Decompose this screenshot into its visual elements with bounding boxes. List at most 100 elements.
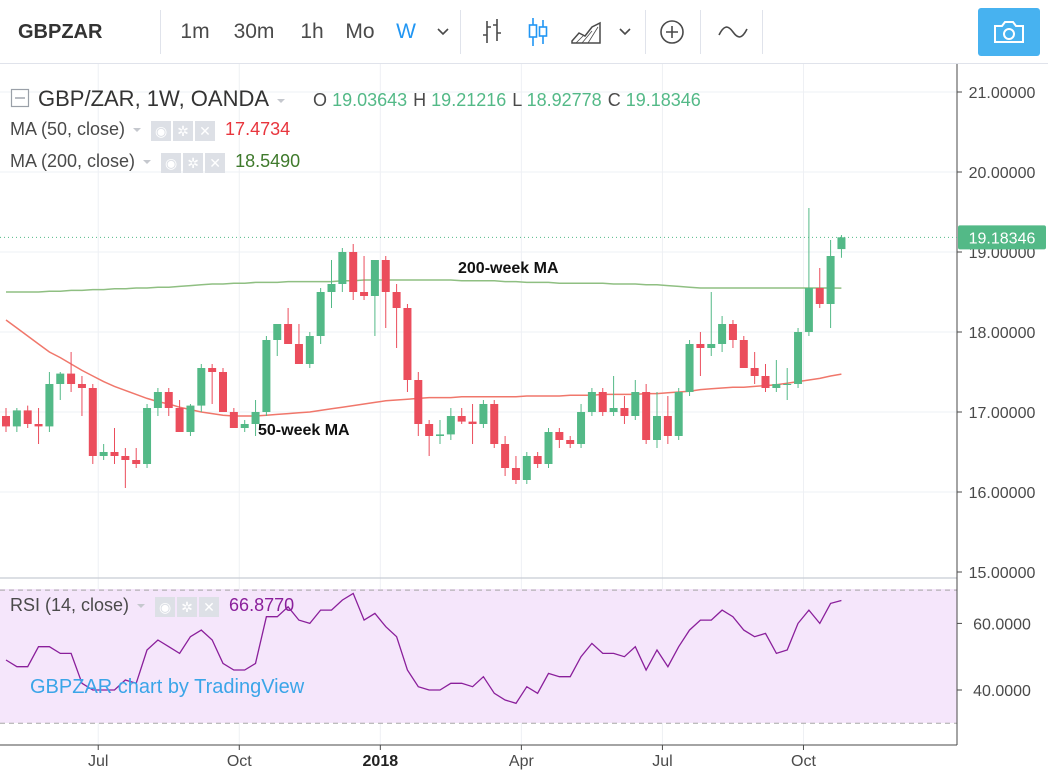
area-style-button[interactable] bbox=[564, 0, 608, 64]
rsi-label[interactable]: RSI (14, close) bbox=[10, 595, 130, 615]
candle bbox=[804, 208, 813, 336]
gear-icon[interactable]: ✲ bbox=[177, 596, 198, 617]
eye-icon[interactable]: ◉ bbox=[155, 596, 176, 617]
candle bbox=[219, 368, 227, 412]
candle bbox=[392, 284, 401, 348]
price-tick-label: 17.00000 bbox=[969, 405, 1036, 422]
candle-body bbox=[197, 368, 206, 406]
candle bbox=[663, 396, 672, 444]
candle-body bbox=[99, 452, 108, 456]
main-legend: GBP/ZAR, 1W, OANDA O 19.03643 H 19.21216 L … bbox=[10, 86, 707, 112]
add-indicator-button[interactable] bbox=[652, 0, 692, 64]
candle-body bbox=[761, 376, 770, 388]
gear-icon[interactable]: ✲ bbox=[173, 120, 194, 141]
series-title[interactable]: GBP/ZAR, 1W, OANDA bbox=[38, 86, 270, 111]
snapshot-button[interactable] bbox=[978, 8, 1040, 56]
compare-button[interactable] bbox=[710, 0, 756, 64]
price-tick-label: 21.00000 bbox=[969, 85, 1036, 102]
candle bbox=[566, 436, 575, 448]
candle-body bbox=[23, 410, 32, 424]
collapse-icon[interactable] bbox=[10, 88, 30, 108]
candle bbox=[240, 420, 249, 432]
candle bbox=[153, 388, 162, 416]
low-value: 18.92778 bbox=[526, 90, 602, 110]
candle bbox=[826, 240, 835, 328]
rsi-legend: RSI (14, close) ◉ ✲ ✕ 66.8770 bbox=[10, 595, 294, 617]
candle bbox=[121, 448, 130, 488]
time-tick-label: Jul bbox=[88, 753, 108, 770]
candle bbox=[837, 235, 846, 258]
chevron-down-icon[interactable] bbox=[135, 601, 147, 611]
bar-style-button[interactable] bbox=[472, 0, 512, 64]
candle bbox=[750, 352, 759, 384]
candle bbox=[67, 352, 76, 392]
ma200-legend: MA (200, close) ◉ ✲ ✕ 18.5490 bbox=[10, 151, 300, 173]
candle-body bbox=[794, 332, 803, 384]
interval-month[interactable]: Mo bbox=[345, 20, 375, 43]
candle bbox=[577, 404, 586, 448]
candle-body bbox=[88, 388, 97, 456]
symbol-search[interactable]: GBPZAR bbox=[18, 20, 103, 43]
rsi-tick-label: 40.0000 bbox=[973, 683, 1031, 700]
chart-style-dropdown[interactable] bbox=[612, 0, 638, 64]
candle bbox=[143, 404, 152, 468]
candle-body bbox=[490, 404, 499, 444]
interval-week[interactable]: W bbox=[396, 20, 416, 43]
candle bbox=[175, 400, 184, 432]
candle bbox=[305, 332, 314, 368]
candle-body bbox=[620, 408, 629, 416]
time-tick-label: Oct bbox=[791, 753, 816, 770]
candle bbox=[490, 400, 499, 448]
candle bbox=[110, 428, 119, 464]
low-label: L bbox=[512, 90, 522, 110]
candle-body bbox=[577, 412, 586, 444]
candle-body bbox=[533, 456, 542, 464]
candle bbox=[707, 292, 716, 356]
ma200-value: 18.5490 bbox=[235, 151, 301, 171]
candle-body bbox=[240, 424, 249, 428]
candle bbox=[349, 244, 358, 300]
candle-body bbox=[826, 256, 835, 304]
eye-icon[interactable]: ◉ bbox=[161, 152, 182, 173]
candle-body bbox=[360, 292, 369, 296]
candle-body bbox=[555, 432, 564, 440]
candle-body bbox=[34, 424, 43, 427]
ma50-label[interactable]: MA (50, close) bbox=[10, 119, 126, 139]
close-icon[interactable]: ✕ bbox=[205, 152, 226, 173]
candle-body bbox=[262, 340, 271, 412]
candle-body bbox=[457, 416, 466, 422]
candle-body bbox=[251, 412, 260, 424]
plus-circle-icon bbox=[660, 20, 684, 44]
wave-icon bbox=[718, 26, 748, 38]
candle bbox=[696, 332, 705, 376]
candle-body bbox=[631, 392, 640, 416]
interval-1m[interactable]: 1m bbox=[180, 20, 210, 43]
interval-30m[interactable]: 30m bbox=[233, 20, 275, 43]
chevron-down-icon[interactable] bbox=[275, 96, 287, 106]
candle bbox=[381, 256, 390, 328]
eye-icon[interactable]: ◉ bbox=[151, 120, 172, 141]
candle bbox=[370, 260, 379, 336]
candle bbox=[197, 364, 206, 412]
candle-body bbox=[739, 340, 748, 368]
time-tick-label: Apr bbox=[509, 753, 535, 770]
close-icon[interactable]: ✕ bbox=[195, 120, 216, 141]
gear-icon[interactable]: ✲ bbox=[183, 152, 204, 173]
toolbar-divider bbox=[160, 10, 161, 54]
close-icon[interactable]: ✕ bbox=[199, 596, 220, 617]
candles-style-button[interactable] bbox=[518, 0, 558, 64]
interval-dropdown[interactable] bbox=[428, 0, 458, 64]
chevron-down-icon[interactable] bbox=[131, 125, 143, 135]
last-price-badge: 19.18346 bbox=[958, 225, 1046, 250]
candle bbox=[631, 380, 640, 420]
candle-body bbox=[544, 432, 553, 464]
candle bbox=[251, 400, 260, 436]
ma200-label[interactable]: MA (200, close) bbox=[10, 151, 136, 171]
candle bbox=[522, 452, 531, 484]
candle bbox=[414, 372, 423, 436]
candle-body bbox=[446, 416, 455, 435]
watermark[interactable]: GBPZAR chart by TradingView bbox=[30, 676, 305, 698]
interval-1h[interactable]: 1h bbox=[300, 20, 324, 43]
candle-body bbox=[132, 460, 141, 464]
chevron-down-icon[interactable] bbox=[141, 157, 153, 167]
